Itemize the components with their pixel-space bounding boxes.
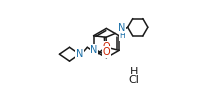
Text: N: N [76, 49, 83, 59]
Text: N: N [90, 45, 98, 55]
Text: N: N [118, 23, 125, 33]
Text: H: H [130, 67, 138, 77]
Text: O: O [103, 42, 110, 52]
Text: H: H [119, 31, 125, 40]
Text: Cl: Cl [129, 75, 140, 85]
Text: O: O [103, 47, 111, 57]
